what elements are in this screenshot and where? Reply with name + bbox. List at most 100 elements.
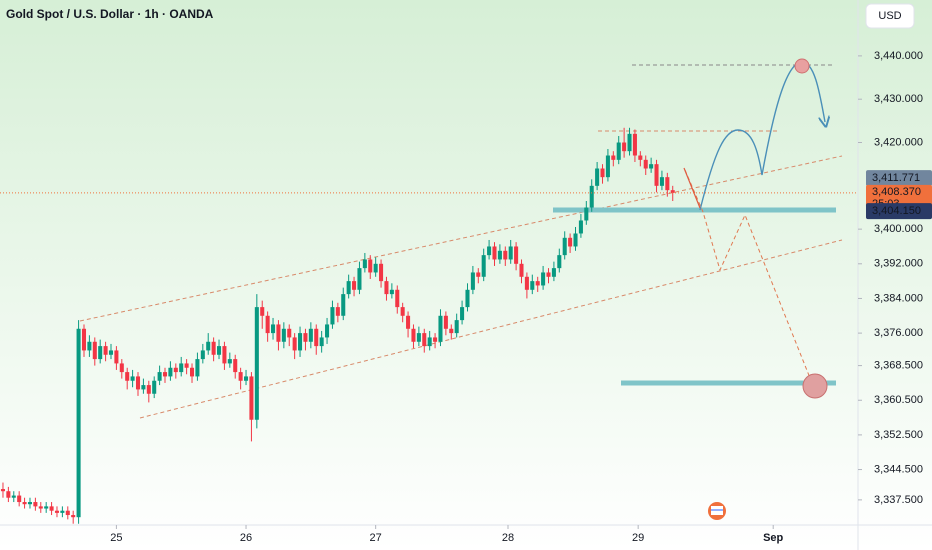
candle-body <box>276 324 281 342</box>
candle-body <box>557 255 562 269</box>
y-tick-label: 3,400.000 <box>874 223 923 235</box>
candle-body <box>605 155 610 178</box>
candle-body <box>433 337 438 342</box>
candle-body <box>222 346 227 364</box>
candle-body <box>616 142 621 160</box>
candle-body <box>438 315 443 342</box>
candle-body <box>60 510 65 513</box>
candle-body <box>368 259 373 273</box>
candle-body <box>411 328 416 342</box>
currency-label[interactable]: USD <box>878 10 901 22</box>
candle-body <box>460 307 465 321</box>
candle-body <box>422 333 427 347</box>
candle-body <box>508 246 513 260</box>
candle-body <box>346 281 351 295</box>
candle-body <box>249 376 254 420</box>
candle-body <box>108 350 114 355</box>
candle-body <box>200 350 205 360</box>
candle-body <box>384 281 389 295</box>
candle-body <box>98 346 103 360</box>
candle-body <box>400 307 405 316</box>
candle-body <box>492 246 497 260</box>
y-tick-label: 3,440.000 <box>874 50 923 62</box>
candle-body <box>22 502 27 505</box>
candle-body <box>541 272 546 286</box>
candle-body <box>38 506 43 509</box>
y-tick-label: 3,392.000 <box>874 258 923 270</box>
candle-body <box>11 495 16 498</box>
candle-body <box>211 341 216 355</box>
candle-body <box>298 333 303 351</box>
candle-body <box>568 237 573 247</box>
currency-button[interactable] <box>865 3 915 29</box>
candle-body <box>179 363 184 373</box>
candle-body <box>584 207 589 221</box>
price-label-box <box>866 170 932 187</box>
candle-body <box>54 510 60 513</box>
candle-body <box>659 177 664 186</box>
candle-body <box>600 168 605 178</box>
candle-body <box>611 155 616 160</box>
x-tick-label: 29 <box>632 532 644 544</box>
candle-body <box>227 359 232 364</box>
candle-body <box>335 307 340 316</box>
candle-body <box>454 320 459 334</box>
candle-body <box>551 268 556 277</box>
candle-body <box>135 376 141 390</box>
price-label: 3,404.150 <box>872 205 921 217</box>
candle-body <box>244 376 249 381</box>
candle-body <box>162 372 168 377</box>
candle-body <box>271 324 276 334</box>
candle-body <box>319 337 324 347</box>
lower-target-circle <box>802 373 828 399</box>
candle-body <box>341 294 346 316</box>
candle-body <box>206 341 211 351</box>
candle-body <box>449 328 454 334</box>
y-tick-label: 3,368.500 <box>874 360 923 372</box>
candle-body <box>578 220 583 234</box>
candle-body <box>44 506 49 509</box>
candle-body <box>195 359 200 377</box>
candle-body <box>260 307 265 316</box>
y-tick-label: 3,360.500 <box>874 394 923 406</box>
candle-body <box>503 250 508 260</box>
x-tick-label: 26 <box>240 532 252 544</box>
candle-body <box>670 190 675 193</box>
candle-body <box>27 502 33 505</box>
candle-body <box>119 363 124 373</box>
y-tick-label: 3,384.000 <box>874 292 923 304</box>
candle-body <box>81 328 87 351</box>
bullish-projection <box>699 61 825 211</box>
candle-body <box>362 259 367 269</box>
candle-body <box>49 506 54 511</box>
candle-body <box>265 315 270 334</box>
candle-body <box>487 246 492 256</box>
breakdown-line <box>683 167 701 209</box>
candle-body <box>238 372 243 381</box>
candle-body <box>589 185 594 208</box>
candle-body <box>352 281 357 290</box>
candle-body <box>643 159 648 169</box>
y-tick-label: 3,376.000 <box>874 327 923 339</box>
candle-body <box>292 337 297 351</box>
x-tick-label: 25 <box>110 532 122 544</box>
chart-title: Gold Spot / U.S. Dollar · 1h · OANDA <box>6 7 214 21</box>
candle-body <box>627 133 632 152</box>
candle-body <box>476 272 481 277</box>
candle-body <box>314 328 319 347</box>
candle-body <box>0 489 5 492</box>
candle-body <box>33 502 38 507</box>
candle-body <box>443 315 448 329</box>
candle-body <box>303 333 308 342</box>
y-tick-label: 3,430.000 <box>874 93 923 105</box>
candle-body <box>125 372 130 381</box>
candle-body <box>535 281 540 286</box>
bearish-projection <box>684 169 811 379</box>
candle-body <box>357 268 362 290</box>
candle-body <box>114 350 119 364</box>
candle-body <box>189 367 195 377</box>
candle-body <box>524 276 529 290</box>
candle-body <box>152 380 157 394</box>
channel-upper <box>79 155 843 322</box>
